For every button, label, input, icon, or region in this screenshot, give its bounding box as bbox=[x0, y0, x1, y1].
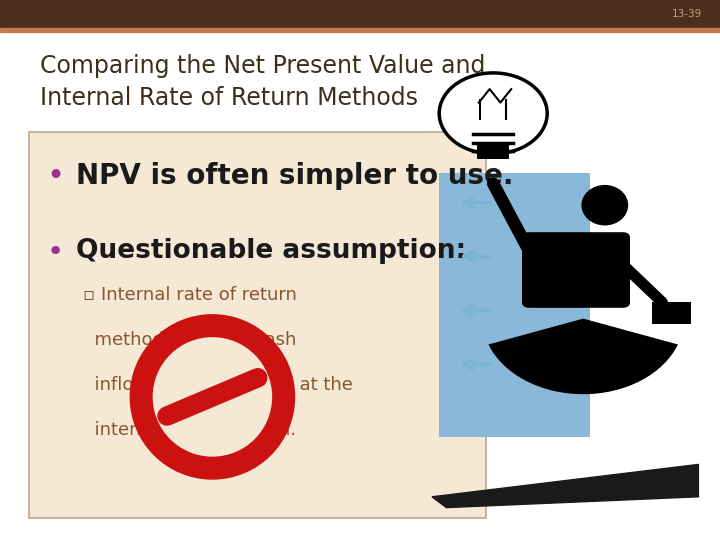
FancyBboxPatch shape bbox=[522, 232, 630, 308]
FancyBboxPatch shape bbox=[439, 173, 590, 437]
Text: NPV is often simpler to use.: NPV is often simpler to use. bbox=[76, 162, 513, 190]
Text: •: • bbox=[47, 162, 65, 191]
Text: Comparing the Net Present Value and: Comparing the Net Present Value and bbox=[40, 54, 485, 78]
Circle shape bbox=[439, 73, 547, 154]
Text: internal rate of return.: internal rate of return. bbox=[83, 421, 296, 438]
Ellipse shape bbox=[582, 185, 628, 226]
Polygon shape bbox=[432, 464, 698, 508]
Text: •: • bbox=[47, 238, 64, 266]
Text: Questionable assumption:: Questionable assumption: bbox=[76, 238, 466, 264]
Text: ▫ Internal rate of return: ▫ Internal rate of return bbox=[83, 286, 297, 304]
Wedge shape bbox=[488, 319, 678, 394]
Bar bbox=[0, 0, 720, 28]
Text: method assumes cash: method assumes cash bbox=[83, 331, 296, 349]
Text: 13-39: 13-39 bbox=[672, 9, 702, 19]
Ellipse shape bbox=[130, 314, 295, 480]
FancyBboxPatch shape bbox=[29, 132, 486, 518]
Text: Internal Rate of Return Methods: Internal Rate of Return Methods bbox=[40, 86, 418, 110]
Text: inflows are reinvested at the: inflows are reinvested at the bbox=[83, 376, 353, 394]
Bar bbox=[0, 28, 720, 32]
FancyBboxPatch shape bbox=[652, 302, 691, 324]
Ellipse shape bbox=[153, 337, 272, 457]
FancyBboxPatch shape bbox=[477, 143, 509, 159]
